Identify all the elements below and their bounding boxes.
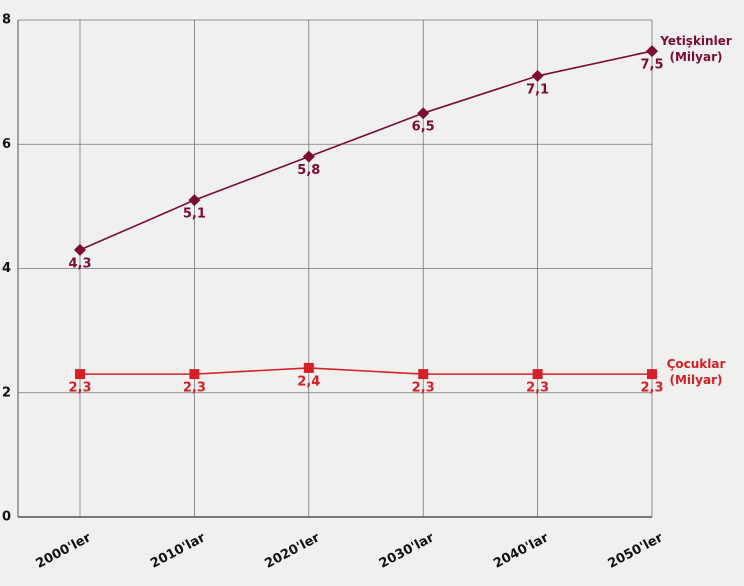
marker <box>532 369 543 380</box>
x-tick-label: 2020'ler <box>262 530 322 572</box>
marker <box>302 150 315 163</box>
x-tick-label: 2000'ler <box>34 530 94 572</box>
x-tick-label: 2040'lar <box>491 530 551 572</box>
series-label: Çocuklar (Milyar) <box>666 357 726 388</box>
y-tick-label: 4 <box>2 261 11 276</box>
data-label: 2,3 <box>640 381 663 396</box>
marker <box>647 369 657 380</box>
marker <box>418 369 429 380</box>
data-label: 2,3 <box>526 381 549 396</box>
marker <box>74 243 86 256</box>
data-label: 7,1 <box>526 82 549 97</box>
y-tick-label: 2 <box>2 385 11 400</box>
x-tick-label: 2010'lar <box>148 530 208 572</box>
marker <box>417 107 430 120</box>
data-label: 4,3 <box>68 256 91 271</box>
data-label: 2,3 <box>412 381 435 396</box>
series-line <box>79 50 653 251</box>
data-label: 2,4 <box>297 374 320 389</box>
data-label: 6,5 <box>412 120 435 135</box>
series-label: Yetişkinler (Milyar) <box>660 34 732 65</box>
series-line <box>80 367 652 375</box>
marker <box>646 45 658 58</box>
marker <box>75 369 85 380</box>
x-tick-label: 2050'ler <box>606 530 666 572</box>
marker <box>188 194 201 207</box>
marker <box>303 362 314 373</box>
x-tick-label: 2030'lar <box>377 530 437 572</box>
y-tick-label: 6 <box>2 137 11 152</box>
marker <box>531 69 544 82</box>
y-tick-label: 8 <box>2 13 11 28</box>
data-label: 2,3 <box>183 381 206 396</box>
data-label: 2,3 <box>68 381 91 396</box>
data-label: 5,8 <box>297 163 320 178</box>
marker <box>189 369 200 380</box>
data-label: 5,1 <box>183 207 206 222</box>
y-tick-label: 0 <box>2 510 11 525</box>
data-label: 7,5 <box>640 58 663 73</box>
